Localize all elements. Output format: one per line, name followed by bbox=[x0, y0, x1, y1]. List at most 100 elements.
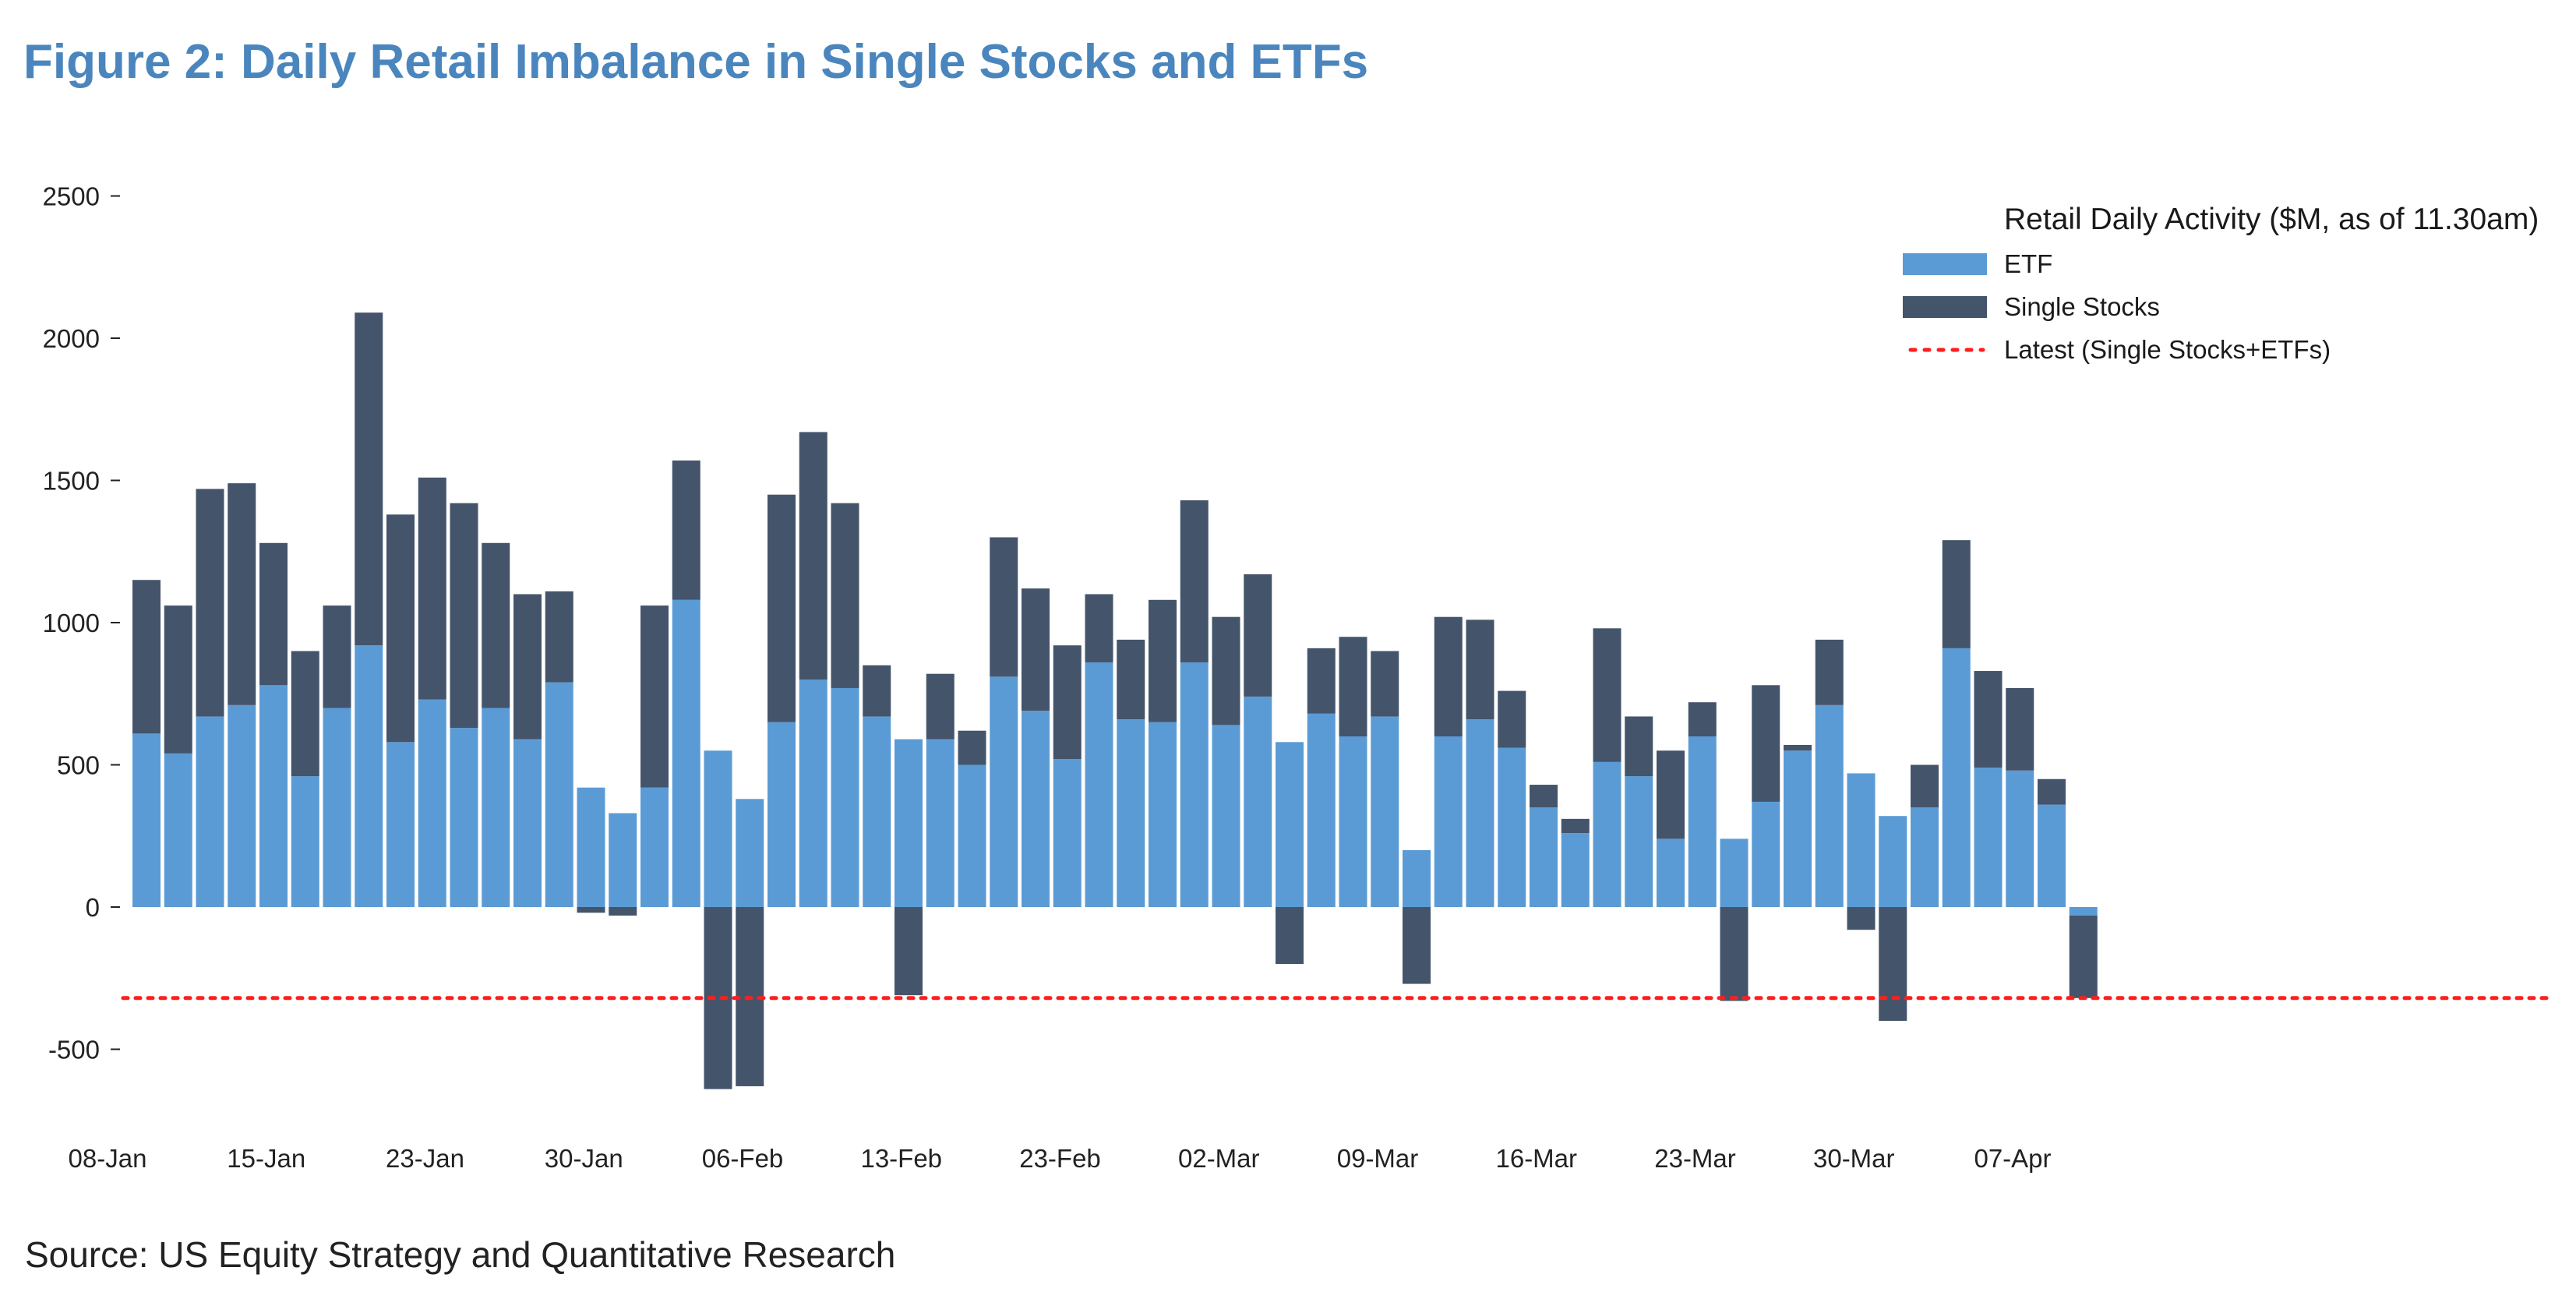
etf-bar bbox=[1720, 838, 1749, 907]
etf-bar bbox=[1561, 833, 1590, 907]
etf-bar bbox=[2006, 770, 2034, 907]
single-stocks-bar bbox=[672, 460, 700, 600]
single-stocks-bar bbox=[1784, 744, 1812, 751]
x-tick-label: 23-Mar bbox=[1654, 1144, 1736, 1173]
etf-bar bbox=[1847, 773, 1876, 907]
single-stocks-bar bbox=[1149, 599, 1177, 722]
single-stocks-bar bbox=[1371, 651, 1399, 717]
etf-bar bbox=[1085, 662, 1113, 907]
etf-bar bbox=[450, 728, 478, 907]
etf-bar bbox=[1371, 716, 1399, 907]
x-tick-label: 08-Jan bbox=[69, 1144, 147, 1173]
legend-latest-label: Latest (Single Stocks+ETFs) bbox=[2004, 335, 2331, 364]
etf-bar bbox=[1180, 662, 1209, 907]
y-tick-label: 1000 bbox=[43, 609, 100, 637]
single-stocks-bar bbox=[1720, 907, 1749, 1001]
etf-bar bbox=[1815, 704, 1844, 907]
x-axis: 08-Jan 15-Jan 23-Jan 30-Jan 06-Feb 13-Feb 23-F… bbox=[69, 1144, 2052, 1173]
single-stocks-bar bbox=[2038, 778, 2066, 805]
single-stocks-bar bbox=[1212, 616, 1240, 725]
single-stocks-bar bbox=[958, 730, 986, 765]
single-stocks-bar bbox=[196, 489, 224, 717]
etf-bar bbox=[1403, 850, 1431, 907]
single-stocks-bar bbox=[1530, 785, 1558, 808]
etf-bar bbox=[355, 645, 383, 907]
single-stocks-bar bbox=[799, 432, 827, 680]
etf-bar bbox=[1942, 648, 1971, 907]
etf-bar bbox=[704, 750, 732, 907]
etf-bar bbox=[1022, 711, 1050, 907]
x-tick-label: 30-Jan bbox=[545, 1144, 623, 1173]
single-stocks-bar bbox=[863, 665, 891, 717]
y-tick-label: 500 bbox=[57, 751, 100, 780]
x-tick-label: 09-Mar bbox=[1337, 1144, 1419, 1173]
etf-bar bbox=[1688, 736, 1717, 907]
etf-bar bbox=[545, 682, 573, 907]
x-tick-label: 16-Mar bbox=[1495, 1144, 1577, 1173]
single-stocks-bar bbox=[1911, 764, 1939, 808]
etf-bar bbox=[640, 787, 669, 907]
etf-bar bbox=[577, 787, 605, 907]
single-stocks-bar bbox=[1307, 648, 1336, 714]
single-stocks-bar bbox=[1117, 639, 1145, 720]
etf-bar bbox=[1752, 801, 1780, 907]
etf-bar bbox=[1498, 747, 1526, 907]
etf-bar bbox=[1593, 761, 1621, 907]
single-stocks-bar bbox=[831, 503, 859, 688]
single-stocks-bar bbox=[2069, 915, 2098, 998]
single-stocks-bar bbox=[1974, 671, 2003, 768]
etf-bar bbox=[2069, 907, 2098, 916]
single-stocks-bar bbox=[1244, 574, 1272, 697]
etf-bar bbox=[386, 742, 415, 907]
etf-bar bbox=[1879, 816, 1907, 907]
single-stocks-bar bbox=[1466, 620, 1494, 720]
x-tick-label: 02-Mar bbox=[1178, 1144, 1260, 1173]
single-stocks-bar bbox=[1879, 907, 1907, 1021]
x-tick-label: 15-Jan bbox=[227, 1144, 305, 1173]
y-tick-label: 2500 bbox=[43, 182, 100, 211]
etf-bar bbox=[228, 704, 256, 907]
x-tick-label: 23-Feb bbox=[1019, 1144, 1101, 1173]
etf-bar bbox=[2038, 804, 2066, 907]
single-stocks-bar bbox=[990, 537, 1018, 677]
x-tick-label: 13-Feb bbox=[860, 1144, 942, 1173]
etf-bar bbox=[196, 716, 224, 907]
y-tick-label: 1500 bbox=[43, 467, 100, 496]
single-stocks-bar bbox=[609, 907, 637, 916]
single-stocks-bar bbox=[1498, 690, 1526, 748]
etf-bar bbox=[132, 733, 161, 907]
single-stocks-bar bbox=[2006, 687, 2034, 771]
etf-bar bbox=[672, 599, 700, 907]
single-stocks-bar bbox=[450, 503, 478, 729]
single-stocks-bar bbox=[323, 605, 351, 708]
etf-bar bbox=[958, 764, 986, 907]
etf-bar bbox=[164, 753, 192, 907]
single-stocks-bar bbox=[1434, 616, 1463, 736]
etf-bar bbox=[831, 687, 859, 907]
single-stocks-bar bbox=[895, 907, 923, 996]
single-stocks-bar bbox=[1339, 637, 1367, 736]
etf-bar bbox=[1466, 719, 1494, 907]
legend-single-stocks-label: Single Stocks bbox=[2004, 292, 2160, 321]
single-stocks-bar bbox=[1657, 750, 1685, 839]
single-stocks-bar bbox=[164, 605, 192, 754]
etf-bar bbox=[1053, 759, 1082, 907]
etf-bar bbox=[926, 739, 955, 907]
figure-title: Figure 2: Daily Retail Imbalance in Sing… bbox=[23, 35, 1369, 89]
single-stocks-bar bbox=[1815, 639, 1844, 705]
etf-bar bbox=[291, 776, 319, 907]
etf-bar bbox=[1117, 719, 1145, 907]
single-stocks-bar bbox=[926, 673, 955, 740]
x-tick-label: 06-Feb bbox=[702, 1144, 784, 1173]
etf-bar bbox=[513, 739, 542, 907]
single-stocks-bar bbox=[1688, 702, 1717, 736]
single-stocks-bar bbox=[1561, 818, 1590, 834]
etf-bar bbox=[418, 699, 446, 907]
legend-title: Retail Daily Activity ($M, as of 11.30am… bbox=[2004, 203, 2539, 236]
etf-bar bbox=[323, 708, 351, 907]
etf-bar bbox=[1974, 768, 2003, 907]
etf-bar bbox=[736, 799, 764, 907]
x-tick-label: 07-Apr bbox=[1974, 1144, 2051, 1173]
etf-bar bbox=[1149, 722, 1177, 907]
